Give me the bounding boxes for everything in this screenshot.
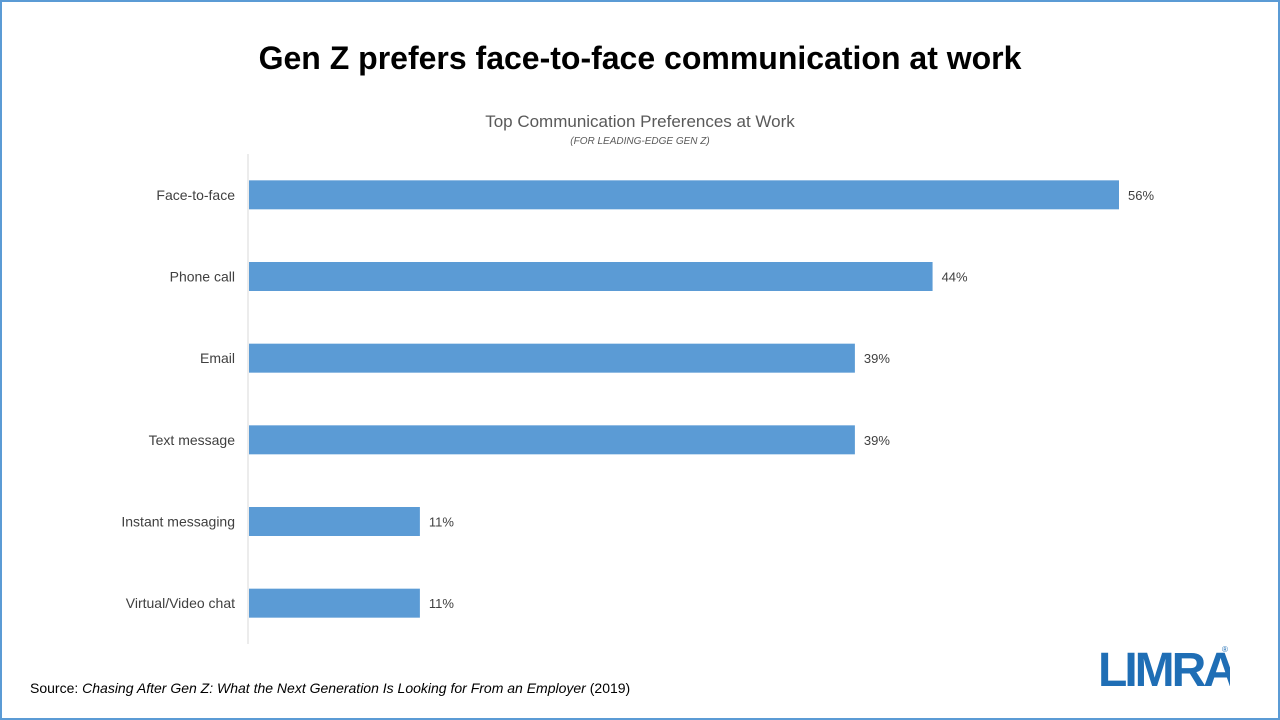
category-label: Phone call: [170, 269, 235, 285]
limra-logo-text: LIMRA: [1098, 644, 1230, 692]
chart-subtitle: (FOR LEADING-EDGE GEN Z): [570, 136, 710, 147]
source-title: Chasing After Gen Z: What the Next Gener…: [82, 680, 586, 696]
value-label: 56%: [1128, 188, 1154, 203]
registered-mark: ®: [1222, 645, 1228, 654]
bar: [249, 588, 420, 618]
value-label: 39%: [864, 351, 890, 366]
source-year: (2019): [585, 680, 631, 696]
bars-layer: Face-to-face 56% Phone call 44% Email 39% Text…: [121, 154, 1154, 644]
value-label: 44%: [942, 270, 968, 285]
category-label: Text message: [149, 432, 236, 448]
limra-logo: LIMRA ®: [1098, 644, 1230, 692]
slide-title: Gen Z prefers face-to-face communication…: [258, 40, 1022, 76]
category-label: Virtual/Video chat: [126, 595, 235, 611]
chart-title: Top Communication Preferences at Work: [485, 112, 795, 131]
category-label: Instant messaging: [121, 514, 235, 530]
bar: [249, 180, 1119, 210]
source-label: Source:: [30, 680, 83, 696]
source-note: Source: Chasing After Gen Z: What the Ne…: [30, 680, 630, 696]
bar: [249, 425, 855, 455]
value-label: 39%: [864, 433, 890, 448]
bar: [249, 507, 420, 536]
value-label: 11%: [429, 515, 454, 530]
category-label: Email: [200, 350, 235, 366]
bar: [249, 343, 855, 373]
bar: [249, 262, 933, 291]
value-label: 11%: [429, 596, 454, 611]
category-label: Face-to-face: [156, 187, 235, 203]
